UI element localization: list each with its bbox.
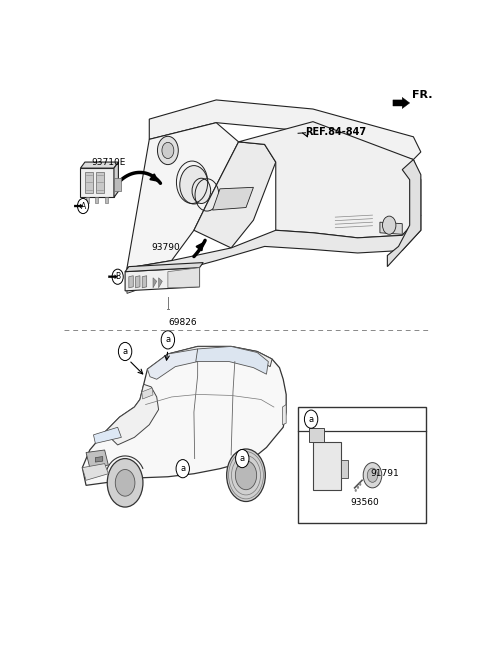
Polygon shape	[96, 457, 103, 462]
Polygon shape	[166, 346, 272, 367]
Polygon shape	[380, 222, 402, 234]
Text: a: a	[309, 415, 313, 424]
Polygon shape	[81, 162, 119, 168]
Polygon shape	[149, 100, 421, 159]
Text: a: a	[165, 335, 170, 344]
Polygon shape	[129, 276, 133, 288]
Polygon shape	[74, 204, 83, 208]
Polygon shape	[239, 121, 421, 238]
Circle shape	[367, 468, 378, 482]
Polygon shape	[96, 172, 104, 194]
Polygon shape	[125, 262, 203, 272]
Polygon shape	[393, 97, 410, 108]
Circle shape	[236, 449, 249, 468]
Circle shape	[115, 470, 135, 496]
Circle shape	[355, 489, 357, 492]
Text: 93790: 93790	[151, 243, 180, 253]
Text: B: B	[115, 272, 120, 281]
Polygon shape	[142, 276, 147, 288]
Circle shape	[176, 460, 190, 478]
Polygon shape	[213, 188, 253, 210]
Circle shape	[383, 216, 396, 234]
Polygon shape	[94, 427, 121, 443]
Polygon shape	[313, 442, 341, 491]
Polygon shape	[127, 123, 239, 268]
Polygon shape	[147, 349, 198, 379]
Polygon shape	[85, 172, 93, 194]
Circle shape	[77, 198, 89, 214]
Circle shape	[119, 342, 132, 361]
Circle shape	[357, 486, 359, 489]
Polygon shape	[127, 215, 421, 282]
Text: 93710E: 93710E	[92, 157, 126, 167]
Polygon shape	[81, 168, 114, 197]
Circle shape	[162, 142, 174, 159]
Text: A: A	[81, 201, 86, 211]
Polygon shape	[108, 275, 118, 279]
Text: a: a	[240, 454, 245, 463]
Polygon shape	[387, 159, 421, 266]
Text: 91791: 91791	[371, 469, 399, 478]
Polygon shape	[86, 450, 108, 468]
Polygon shape	[309, 428, 324, 442]
Circle shape	[359, 483, 361, 486]
Polygon shape	[168, 268, 200, 288]
Polygon shape	[105, 384, 158, 445]
Polygon shape	[158, 277, 162, 288]
Circle shape	[192, 178, 211, 203]
Polygon shape	[114, 162, 119, 197]
Polygon shape	[105, 197, 108, 203]
Circle shape	[180, 165, 208, 204]
Circle shape	[157, 136, 178, 165]
Polygon shape	[96, 197, 98, 203]
Polygon shape	[127, 275, 149, 293]
Text: FR.: FR.	[411, 90, 432, 100]
Polygon shape	[282, 405, 286, 424]
Circle shape	[235, 461, 257, 489]
Polygon shape	[196, 346, 268, 374]
Circle shape	[304, 410, 318, 428]
Polygon shape	[86, 197, 89, 203]
Circle shape	[363, 462, 382, 488]
Text: a: a	[122, 347, 128, 356]
Polygon shape	[341, 460, 348, 478]
Polygon shape	[83, 346, 286, 485]
Text: REF.84-847: REF.84-847	[305, 127, 367, 136]
Polygon shape	[135, 276, 140, 288]
Text: 93560: 93560	[350, 497, 379, 506]
Polygon shape	[142, 388, 153, 399]
Text: 69826: 69826	[168, 318, 197, 327]
Polygon shape	[125, 268, 200, 291]
Text: a: a	[180, 464, 185, 473]
Polygon shape	[194, 142, 276, 248]
Polygon shape	[83, 464, 108, 480]
Bar	[298, 407, 426, 523]
Circle shape	[227, 449, 265, 501]
Polygon shape	[114, 178, 120, 192]
Circle shape	[112, 269, 123, 284]
Circle shape	[107, 459, 143, 507]
Polygon shape	[153, 277, 156, 288]
Circle shape	[161, 331, 175, 349]
